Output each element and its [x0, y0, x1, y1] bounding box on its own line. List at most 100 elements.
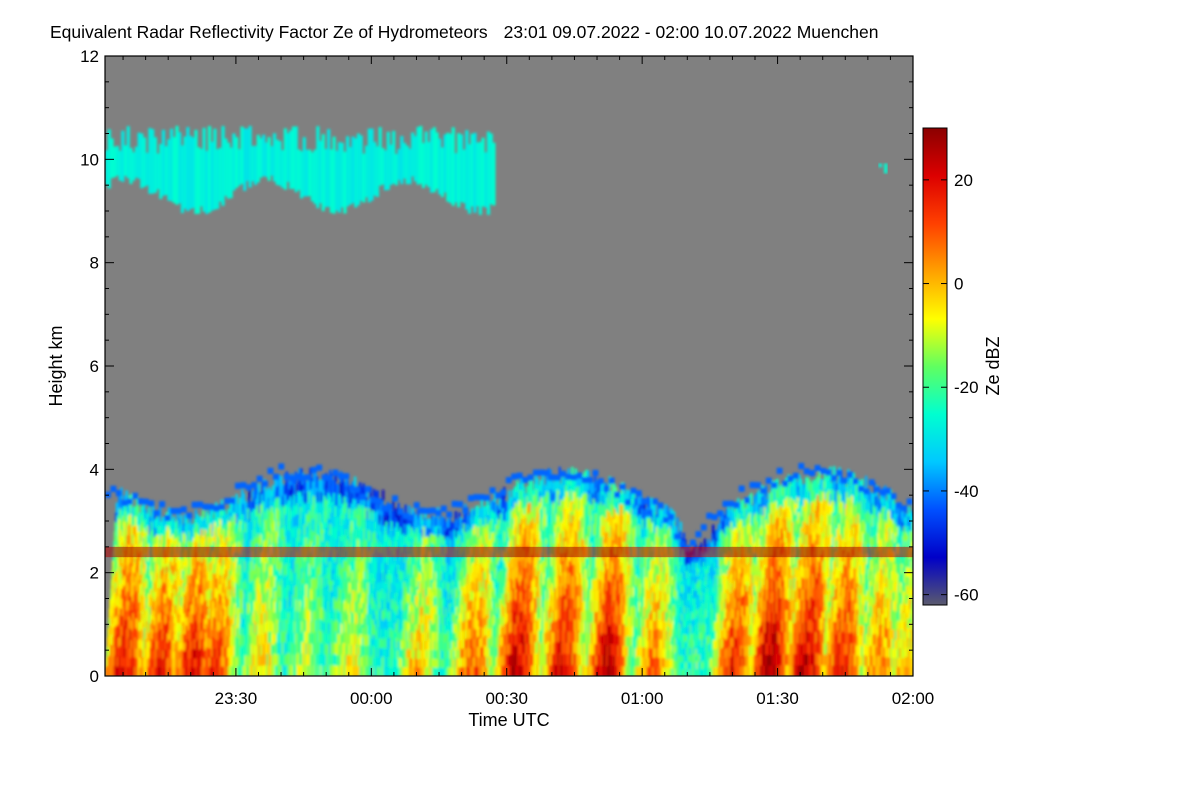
ze-cell — [354, 654, 358, 667]
ze-cell — [266, 488, 269, 500]
ze-cell — [276, 531, 279, 544]
ze-cell — [455, 657, 459, 668]
ze-cell — [279, 538, 282, 550]
ze-cell — [413, 555, 417, 566]
ze-cell — [483, 515, 486, 526]
ze-cell — [306, 654, 309, 666]
ze-cell — [209, 666, 213, 676]
ze-cell — [174, 537, 178, 548]
ze-cell — [144, 509, 147, 520]
ze-cell — [252, 558, 256, 570]
ze-cell — [428, 587, 431, 597]
ze-cell — [321, 664, 325, 676]
ze-cell — [191, 555, 195, 566]
ze-cell — [530, 480, 534, 492]
ze-cell — [446, 553, 449, 563]
ze-cell — [204, 520, 208, 530]
ze-cell — [475, 554, 478, 565]
ze-cell — [518, 665, 521, 676]
ze-cell — [230, 540, 234, 551]
ze-cell — [111, 623, 114, 635]
ze-cell — [379, 531, 382, 543]
ze-cell — [124, 638, 128, 649]
ze-cell — [416, 577, 419, 587]
ze-cell — [543, 611, 547, 623]
ze-cell — [116, 539, 120, 551]
ze-cell — [403, 581, 406, 592]
ze-cell — [496, 505, 499, 516]
ze-cell — [300, 664, 303, 676]
ze-cell — [428, 629, 432, 640]
ze-cell — [513, 634, 516, 646]
ze-cell — [128, 581, 132, 592]
ze-cell — [399, 638, 402, 649]
ze-cell — [373, 613, 377, 625]
ze-cell — [166, 666, 169, 676]
ze-cell — [533, 483, 537, 496]
ze-cell — [490, 570, 493, 581]
ze-cell — [515, 625, 519, 636]
ze-cell — [327, 633, 330, 645]
ze-cell — [337, 568, 340, 580]
ze-cell — [304, 595, 307, 608]
ze-cell — [489, 609, 493, 620]
ze-cell — [593, 512, 596, 525]
ze-cell — [474, 619, 478, 630]
ze-cell — [212, 617, 216, 628]
ze-cell — [290, 558, 294, 570]
ze-cell — [431, 561, 434, 571]
ze-cell — [411, 649, 414, 659]
ze-cell — [528, 562, 532, 575]
ze-cell — [157, 578, 161, 589]
ze-cell — [599, 537, 602, 549]
ze-cell — [417, 525, 421, 535]
ze-cell — [175, 640, 178, 650]
ze-cell — [238, 554, 242, 566]
ze-cell — [301, 511, 304, 524]
ze-cell — [143, 637, 146, 648]
ze-cell — [227, 556, 231, 567]
ze-cell — [439, 607, 442, 617]
ze-cell — [174, 658, 177, 668]
ze-cell — [599, 557, 602, 570]
ze-cell — [125, 600, 128, 611]
ze-cell — [460, 639, 464, 650]
ze-cell — [470, 517, 473, 528]
ze-cell — [415, 606, 419, 616]
ze-cell — [192, 605, 195, 615]
ze-cell — [268, 510, 272, 522]
ze-cell — [298, 629, 302, 642]
ze-cell — [595, 590, 599, 602]
ze-cell — [565, 588, 568, 600]
ze-cell — [308, 538, 311, 551]
ze-cell — [543, 561, 546, 574]
ze-cell — [414, 623, 418, 634]
ze-cell — [223, 532, 227, 542]
ze-cell — [274, 553, 278, 566]
ze-cell — [588, 665, 592, 676]
ze-cell — [186, 583, 189, 593]
ze-cell — [326, 529, 330, 542]
ze-cell — [218, 528, 222, 540]
ze-cell — [212, 572, 215, 583]
ze-cell — [116, 624, 120, 636]
ze-cell — [549, 664, 552, 676]
ze-cell — [570, 500, 574, 512]
ze-cell — [513, 655, 517, 667]
ze-cell — [389, 509, 393, 519]
ze-cell — [276, 475, 279, 488]
ze-cell — [230, 564, 234, 576]
ze-cell — [480, 646, 483, 658]
ze-cell — [368, 561, 371, 573]
ze-cell — [297, 600, 300, 612]
ze-cell — [360, 656, 363, 667]
ze-cell — [279, 487, 282, 499]
ze-cell — [523, 665, 527, 676]
ze-cell — [574, 498, 577, 511]
ze-cell — [148, 560, 151, 571]
ze-cell — [264, 490, 267, 502]
ze-cell — [224, 637, 227, 648]
ze-cell — [517, 594, 521, 606]
ze-cell — [259, 573, 262, 584]
ze-cell — [122, 505, 126, 517]
